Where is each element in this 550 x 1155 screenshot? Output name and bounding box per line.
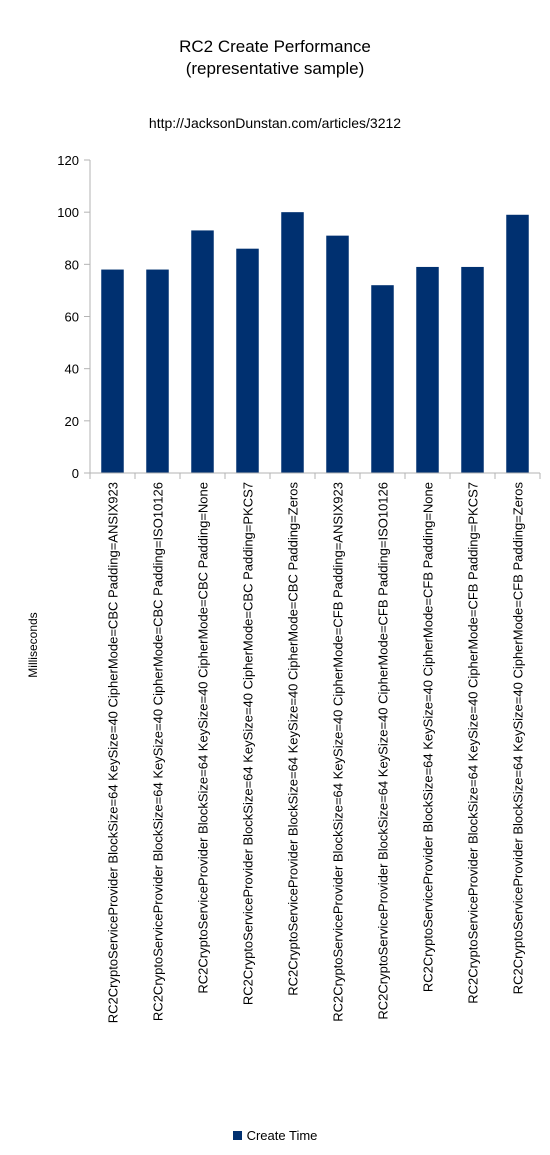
x-tick-label: RC2CryptoServiceProvider BlockSize=64 Ke… xyxy=(466,482,481,1004)
legend: Create Time xyxy=(0,1127,550,1143)
bar xyxy=(236,248,259,473)
y-tick-label: 60 xyxy=(65,310,79,325)
bar xyxy=(191,230,214,473)
y-tick-label: 120 xyxy=(57,153,79,168)
bar xyxy=(416,266,439,473)
legend-label: Create Time xyxy=(246,1128,318,1144)
x-tick-label: RC2CryptoServiceProvider BlockSize=64 Ke… xyxy=(106,482,121,1023)
x-tick-label: RC2CryptoServiceProvider BlockSize=64 Ke… xyxy=(511,482,526,995)
chart-subtitle: (representative sample) xyxy=(185,59,365,78)
legend-swatch xyxy=(232,1131,242,1141)
bar xyxy=(461,266,484,473)
x-tick-label: RC2CryptoServiceProvider BlockSize=64 Ke… xyxy=(241,482,256,1005)
bar xyxy=(281,212,304,473)
bar xyxy=(506,214,529,473)
y-tick-label: 80 xyxy=(65,257,79,272)
x-tick-label: RC2CryptoServiceProvider BlockSize=64 Ke… xyxy=(286,482,301,996)
y-tick-label: 40 xyxy=(65,362,79,377)
source-url: http://JacksonDunstan.com/articles/3212 xyxy=(148,115,402,131)
x-tick-label: RC2CryptoServiceProvider BlockSize=64 Ke… xyxy=(421,482,436,992)
x-tick-label: RC2CryptoServiceProvider BlockSize=64 Ke… xyxy=(151,482,166,1021)
bar xyxy=(326,235,349,473)
x-tick-label: RC2CryptoServiceProvider BlockSize=64 Ke… xyxy=(196,482,211,994)
bar xyxy=(101,269,124,473)
bar xyxy=(146,269,169,473)
x-tick-label: RC2CryptoServiceProvider BlockSize=64 Ke… xyxy=(331,482,346,1022)
bar xyxy=(371,285,394,473)
y-tick-label: 0 xyxy=(72,466,79,481)
y-tick-label: 100 xyxy=(57,205,79,220)
x-tick-label: RC2CryptoServiceProvider BlockSize=64 Ke… xyxy=(376,482,391,1020)
y-tick-label: 20 xyxy=(65,414,79,429)
chart-title: RC2 Create Performance xyxy=(179,37,371,56)
